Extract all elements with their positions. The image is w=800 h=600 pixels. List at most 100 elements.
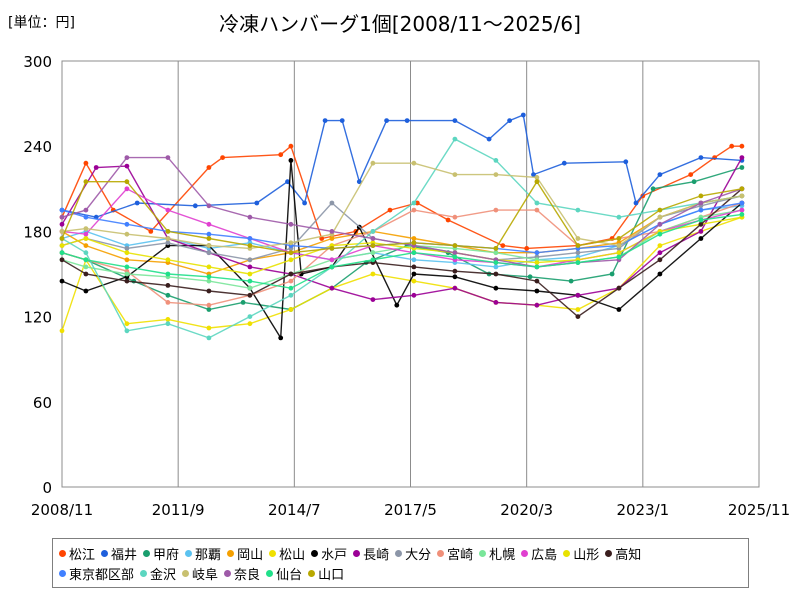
- data-point: [404, 118, 410, 123]
- data-point: [206, 203, 212, 209]
- series-line: [61, 138, 743, 339]
- data-point: [206, 243, 212, 249]
- legend-marker-icon: [59, 549, 66, 557]
- legend-label: 高知: [615, 547, 642, 563]
- data-point: [452, 214, 458, 220]
- data-point: [83, 160, 89, 166]
- legend-item: 高知: [605, 544, 641, 563]
- data-point: [59, 214, 65, 220]
- data-point: [739, 165, 745, 170]
- data-point: [83, 250, 89, 256]
- series-1: [59, 112, 745, 220]
- data-point: [739, 186, 745, 192]
- legend-label: 岡山: [237, 547, 264, 563]
- data-point: [278, 152, 284, 158]
- data-point: [698, 236, 704, 241]
- legend-marker-icon: [353, 549, 361, 557]
- data-point: [691, 179, 697, 185]
- data-point: [657, 214, 663, 220]
- data-point: [534, 288, 540, 294]
- data-point: [520, 112, 526, 118]
- legend-item: 水戸: [311, 544, 347, 563]
- series-line: [61, 195, 743, 275]
- data-point: [206, 165, 212, 170]
- data-point: [616, 250, 622, 256]
- data-point: [247, 321, 253, 327]
- data-point: [165, 300, 171, 305]
- data-point: [698, 200, 704, 206]
- data-point: [534, 250, 540, 256]
- series-18: [59, 212, 745, 291]
- legend-marker-icon: [269, 549, 277, 557]
- data-point: [192, 203, 198, 209]
- data-point: [452, 172, 458, 178]
- x-tick-label: 2008/11: [31, 501, 93, 519]
- data-point: [59, 250, 65, 256]
- series-line: [61, 145, 742, 250]
- data-point: [657, 271, 663, 277]
- y-tick-label: 0: [42, 479, 52, 497]
- data-point: [452, 268, 458, 274]
- y-tick-label: 120: [23, 309, 52, 327]
- data-point: [288, 271, 294, 277]
- data-point: [739, 155, 745, 161]
- x-tick-label: 2020/3: [500, 501, 553, 519]
- legend-marker-icon: [521, 549, 529, 557]
- axis-layer: 2008/11 2011/9 2014/7 2017/5 2020/3 2023/1 202…: [23, 53, 790, 519]
- data-point: [493, 264, 499, 270]
- data-point: [83, 179, 89, 185]
- legend-item: 松江: [59, 544, 95, 563]
- data-point: [486, 136, 492, 142]
- data-point: [206, 307, 212, 312]
- series-line: [61, 188, 743, 318]
- data-point: [411, 160, 417, 166]
- data-point: [616, 236, 622, 241]
- data-point: [411, 200, 417, 206]
- data-point: [657, 172, 663, 178]
- data-point: [524, 246, 530, 251]
- data-point: [247, 257, 253, 263]
- legend-label: 大分: [405, 547, 432, 563]
- data-point: [59, 236, 65, 241]
- data-point: [411, 250, 417, 256]
- data-point: [240, 300, 246, 305]
- data-point: [206, 274, 212, 280]
- data-point: [302, 200, 307, 206]
- data-point: [124, 321, 130, 327]
- data-point: [493, 207, 499, 213]
- data-point: [339, 118, 345, 123]
- series-line: [61, 162, 743, 250]
- data-point: [59, 221, 65, 227]
- data-point: [616, 285, 622, 291]
- data-point: [124, 231, 130, 237]
- data-point: [165, 271, 171, 277]
- data-point: [59, 278, 65, 284]
- data-point: [247, 236, 253, 241]
- legend-item: 大分: [395, 544, 431, 563]
- data-point: [493, 172, 499, 178]
- data-point: [729, 143, 735, 149]
- data-point: [688, 172, 694, 178]
- legend: 松江 福井 甲府 那覇 岡山 松山 水戸 長崎 大分 宮崎 札幌 広島 山形 高知 東京都区部 金沢 岐阜 奈良…: [52, 538, 749, 588]
- data-point: [575, 292, 581, 298]
- data-point: [411, 240, 417, 246]
- legend-row: 東京都区部 金沢 岐阜 奈良 仙台 山口: [59, 563, 748, 583]
- data-point: [285, 179, 290, 185]
- legend-item: 甲府: [143, 544, 179, 563]
- legend-label: 広島: [531, 547, 558, 563]
- data-point: [657, 250, 663, 256]
- data-point: [124, 163, 130, 169]
- legend-marker-icon: [227, 549, 235, 557]
- data-point: [206, 236, 212, 241]
- data-point: [247, 264, 253, 270]
- data-point: [534, 200, 540, 206]
- legend-marker-icon: [182, 569, 190, 577]
- legend-marker-icon: [59, 569, 66, 577]
- data-point: [165, 292, 171, 298]
- y-tick-label: 240: [23, 138, 52, 156]
- legend-item: 金沢: [140, 564, 176, 583]
- data-point: [698, 193, 704, 199]
- data-point: [329, 200, 335, 206]
- legend-marker-icon: [395, 549, 403, 557]
- data-point: [329, 246, 335, 251]
